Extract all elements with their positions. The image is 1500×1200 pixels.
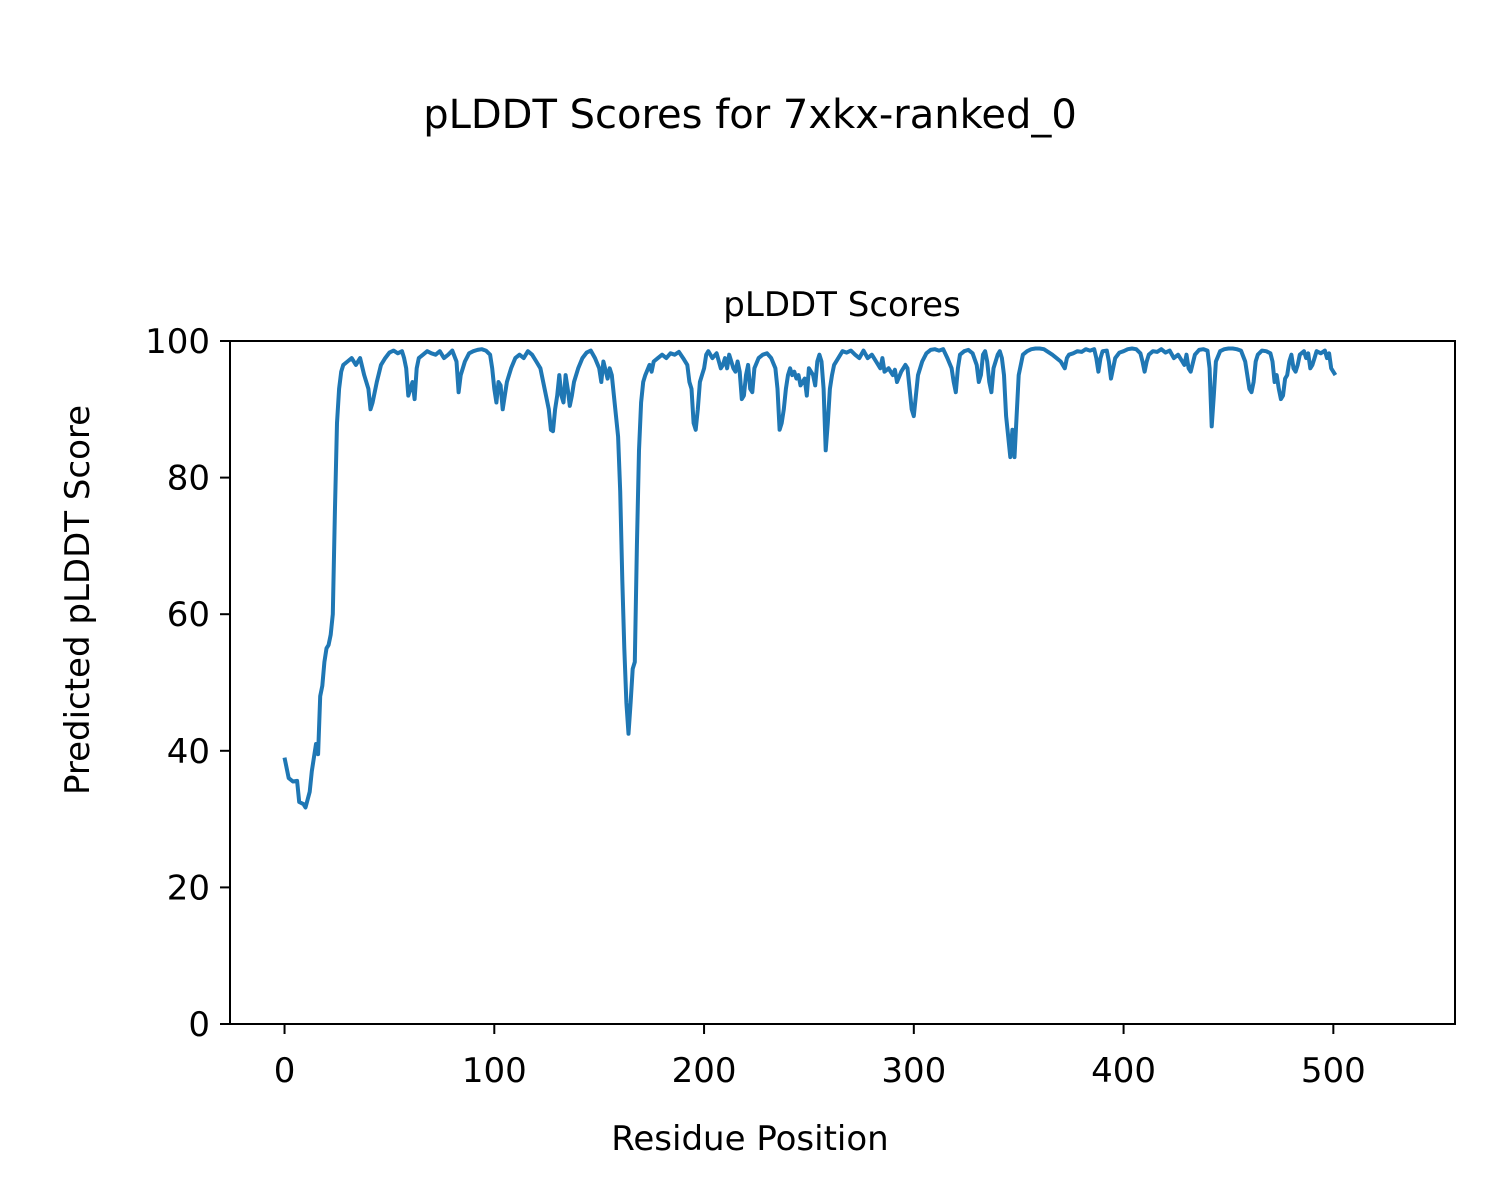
x-tick-label: 100 xyxy=(462,1051,527,1091)
x-tick-label: 400 xyxy=(1091,1051,1156,1091)
axis-ticks: 0 100 200 300 400 500 0 20 40 60 80 100 xyxy=(145,322,1366,1091)
y-tick-label: 20 xyxy=(167,868,210,908)
figure-suptitle: pLDDT Scores for 7xkx-ranked_0 xyxy=(423,92,1077,138)
y-tick-label: 80 xyxy=(167,459,210,499)
y-tick-label: 100 xyxy=(145,322,210,362)
y-axis-label: Predicted pLDDT Score xyxy=(58,405,98,795)
x-axis-label: Residue Position xyxy=(611,1119,888,1159)
x-tick-label: 0 xyxy=(274,1051,296,1091)
x-tick-label: 200 xyxy=(672,1051,737,1091)
y-tick-label: 60 xyxy=(167,595,210,635)
x-tick-label: 300 xyxy=(881,1051,946,1091)
plot-frame xyxy=(229,340,1456,1025)
plot-title: pLDDT Scores xyxy=(723,285,960,325)
x-tick-label: 500 xyxy=(1301,1051,1366,1091)
y-tick-label: 40 xyxy=(167,732,210,772)
y-tick-label: 0 xyxy=(188,1005,210,1045)
plddt-series-line xyxy=(282,346,1338,810)
